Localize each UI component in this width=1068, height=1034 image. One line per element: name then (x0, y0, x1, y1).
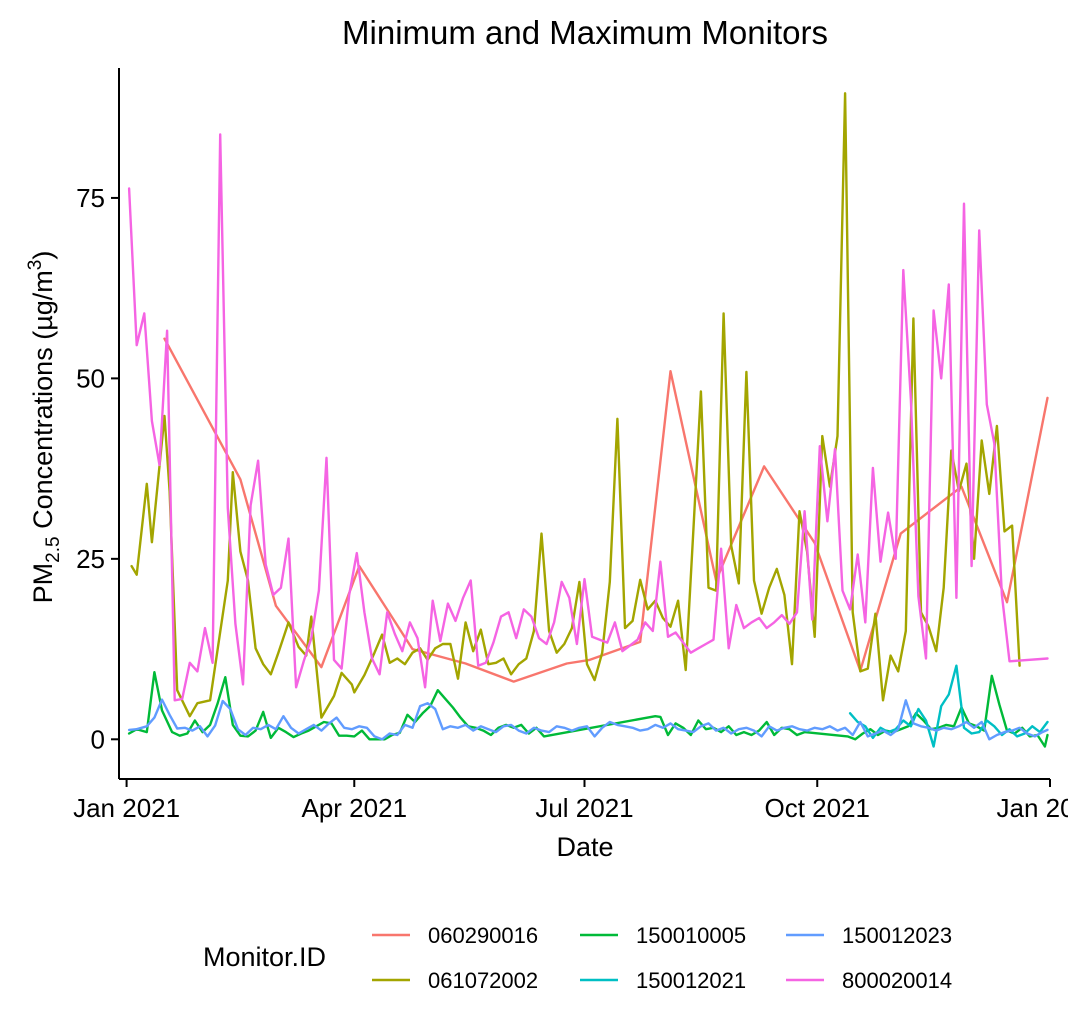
y-axis-title-prefix: PM (28, 563, 58, 604)
legend: Monitor.ID 060290016 061072002 150010005 15… (203, 923, 952, 993)
y-axis-ticks: 0 25 50 75 (76, 183, 119, 754)
y-axis-title-superscript: 3 (25, 260, 46, 271)
series-line-060290016 (163, 337, 1049, 683)
y-axis-title-middle: Concentrations (µg/m (28, 270, 58, 536)
chart-title: Minimum and Maximum Monitors (342, 14, 828, 51)
x-tick-label: Jan 2022 (997, 793, 1068, 823)
series-layer (127, 92, 1049, 748)
x-axis-title: Date (556, 832, 613, 862)
x-tick-label: Jan 2021 (73, 793, 180, 823)
legend-label-150010005: 150010005 (636, 923, 746, 948)
series-line-150012023 (127, 698, 1049, 741)
legend-label-150012023: 150012023 (842, 923, 952, 948)
legend-label-800020014: 800020014 (842, 968, 952, 993)
series-line-061072002 (130, 92, 1021, 719)
x-tick-label: Oct 2021 (764, 793, 870, 823)
series-line-150010005 (127, 671, 1049, 748)
plot-area: Jan 2021 Apr 2021 Jul 2021 Oct 2021 Jan 2022… (73, 68, 1068, 823)
y-tick-label: 75 (76, 183, 105, 213)
x-tick-label: Apr 2021 (302, 793, 408, 823)
series-line-150012021 (848, 664, 1049, 748)
y-axis-title-subscript: 2.5 (43, 536, 64, 562)
y-axis-title: PM2.5 Concentrations (µg/m3) (25, 251, 64, 604)
y-tick-label: 50 (76, 363, 105, 393)
legend-label-060290016: 060290016 (428, 923, 538, 948)
y-axis-title-suffix: ) (28, 251, 58, 260)
legend-label-061072002: 061072002 (428, 968, 538, 993)
y-tick-label: 0 (91, 724, 105, 754)
legend-label-150012021: 150012021 (636, 968, 746, 993)
legend-items: 060290016 061072002 150010005 150012021 1500… (372, 923, 952, 993)
x-axis-ticks: Jan 2021 Apr 2021 Jul 2021 Oct 2021 Jan 2022 (73, 779, 1068, 823)
series-line-800020014 (127, 133, 1049, 702)
y-tick-label: 25 (76, 544, 105, 574)
legend-title: Monitor.ID (203, 942, 326, 972)
x-tick-label: Jul 2021 (535, 793, 633, 823)
